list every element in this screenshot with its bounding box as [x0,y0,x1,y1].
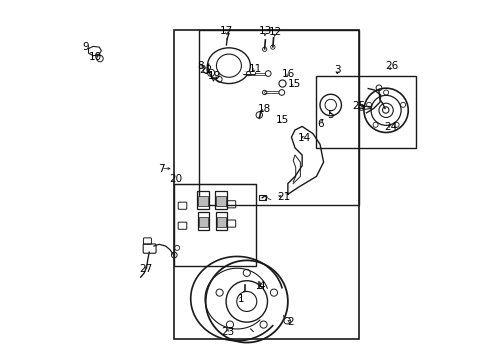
Text: 20: 20 [169,174,182,184]
Bar [259,195,266,200]
Text: 8: 8 [197,62,204,71]
Bar [197,191,209,208]
Bar [216,212,227,230]
Bar [217,217,226,227]
Text: 6: 6 [318,118,324,129]
Text: 26: 26 [386,62,399,71]
Text: 22: 22 [199,65,212,75]
Text: 7: 7 [158,163,164,174]
Bar [216,196,226,206]
Text: 16: 16 [282,68,295,78]
Bar [173,184,256,266]
Text: 14: 14 [297,133,311,143]
Text: 11: 11 [248,64,262,73]
Text: 24: 24 [384,122,397,132]
Text: 15: 15 [288,79,301,89]
Text: 15: 15 [276,115,289,125]
Text: 3: 3 [334,65,341,75]
Bar [198,30,359,205]
Bar [173,30,359,339]
Text: 27: 27 [139,264,152,274]
Text: 19: 19 [208,71,221,81]
Text: 1: 1 [237,294,244,303]
Bar [199,217,208,227]
Bar [317,76,416,148]
Text: 10: 10 [88,52,101,62]
Circle shape [266,71,271,76]
Text: 5: 5 [327,110,334,120]
Bar [198,212,209,230]
Text: 18: 18 [258,104,271,113]
Text: 12: 12 [269,27,282,37]
Circle shape [279,90,285,95]
Text: 17: 17 [220,26,233,36]
Text: 25: 25 [352,102,365,111]
Text: 2: 2 [288,317,294,327]
Text: 21: 21 [277,192,290,202]
Text: 4: 4 [259,282,266,292]
Text: 13: 13 [259,26,272,36]
Text: 23: 23 [221,327,235,337]
Text: 9: 9 [83,42,89,52]
Bar [198,196,208,206]
Bar [215,191,227,208]
